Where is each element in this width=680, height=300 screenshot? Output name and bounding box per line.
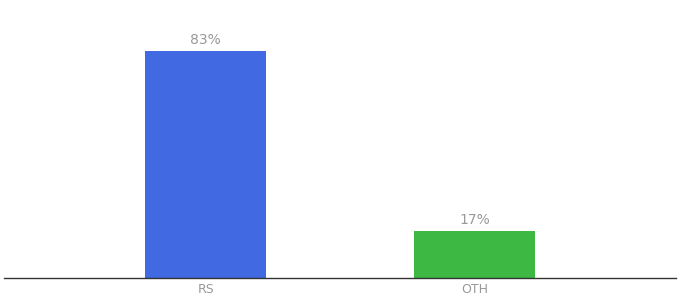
Bar <box>146 51 266 278</box>
Bar <box>414 231 534 278</box>
Text: 83%: 83% <box>190 33 221 46</box>
Text: 17%: 17% <box>459 213 490 227</box>
